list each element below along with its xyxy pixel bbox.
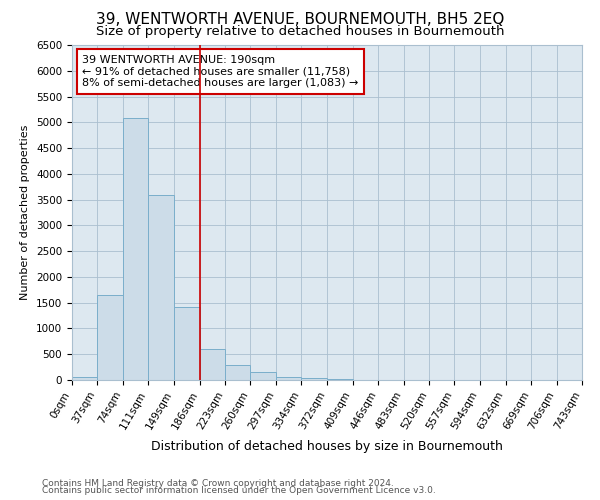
Text: Contains public sector information licensed under the Open Government Licence v3: Contains public sector information licen… [42, 486, 436, 495]
Bar [200, 349, 225, 380]
Bar [174, 307, 200, 380]
Text: 39, WENTWORTH AVENUE, BOURNEMOUTH, BH5 2EQ: 39, WENTWORTH AVENUE, BOURNEMOUTH, BH5 2… [96, 12, 504, 28]
X-axis label: Distribution of detached houses by size in Bournemouth: Distribution of detached houses by size … [151, 440, 503, 452]
Bar [148, 196, 174, 380]
Text: Contains HM Land Registry data © Crown copyright and database right 2024.: Contains HM Land Registry data © Crown c… [42, 478, 394, 488]
Bar [72, 377, 97, 380]
Bar [250, 372, 276, 380]
Bar [225, 364, 250, 380]
Text: 39 WENTWORTH AVENUE: 190sqm
← 91% of detached houses are smaller (11,758)
8% of : 39 WENTWORTH AVENUE: 190sqm ← 91% of det… [82, 55, 359, 88]
Bar [97, 295, 123, 380]
Y-axis label: Number of detached properties: Number of detached properties [20, 125, 31, 300]
Bar [276, 378, 301, 380]
Bar [301, 378, 328, 380]
Text: Size of property relative to detached houses in Bournemouth: Size of property relative to detached ho… [96, 25, 504, 38]
Bar [123, 118, 148, 380]
